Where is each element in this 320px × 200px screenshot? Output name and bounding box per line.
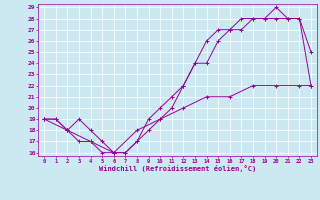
X-axis label: Windchill (Refroidissement éolien,°C): Windchill (Refroidissement éolien,°C) — [99, 165, 256, 172]
